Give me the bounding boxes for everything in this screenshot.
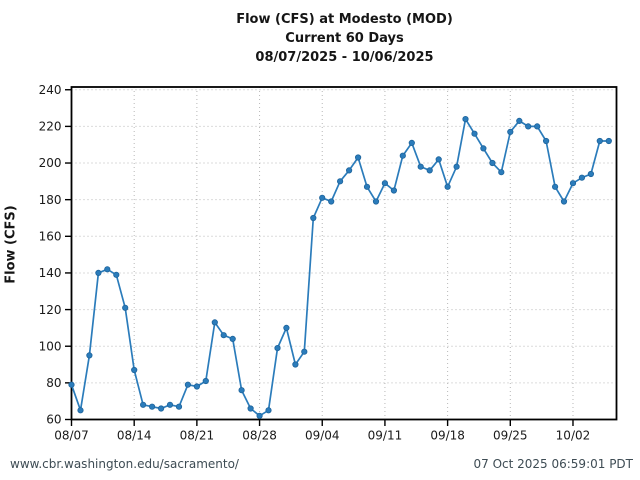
svg-text:09/25: 09/25 [493, 429, 528, 443]
data-point [480, 145, 487, 152]
data-point [569, 180, 577, 187]
data-point [551, 183, 559, 190]
data-point [345, 167, 353, 174]
data-point [534, 123, 541, 130]
data-point [265, 407, 272, 414]
data-point [229, 335, 236, 342]
data-point [274, 344, 281, 352]
data-point [363, 183, 371, 190]
data-point [542, 137, 550, 145]
data-point [435, 156, 442, 163]
data-point [560, 198, 568, 205]
data-point [292, 361, 299, 368]
svg-text:09/04: 09/04 [305, 429, 340, 443]
svg-text:240: 240 [39, 83, 62, 97]
data-point [149, 403, 156, 410]
svg-text:100: 100 [39, 339, 62, 353]
svg-text:08/07: 08/07 [54, 429, 89, 443]
svg-text:160: 160 [39, 230, 62, 244]
chart-subtitle: Current 60 Days [285, 31, 404, 46]
chart-date-range: 08/07/2025 - 10/06/2025 [255, 50, 434, 65]
data-point [86, 352, 93, 359]
x-tick-labels: 08/07 08/14 08/21 08/28 09/04 09/11 09/18 09/25… [54, 429, 590, 443]
svg-text:08/28: 08/28 [242, 429, 277, 443]
data-point [158, 405, 165, 412]
data-point [525, 123, 532, 130]
data-point [247, 405, 254, 412]
svg-text:08/14: 08/14 [117, 429, 152, 443]
footer-timestamp: 07 Oct 2025 06:59:01 PDT [473, 457, 633, 471]
grid-lines [71, 87, 617, 420]
y-tick-labels: 60 80 100 120 140 160 180 200 220 240 [39, 83, 62, 427]
data-point [426, 167, 433, 174]
flow-series-line [70, 118, 610, 417]
svg-text:220: 220 [39, 120, 62, 134]
svg-text:09/11: 09/11 [368, 429, 403, 443]
svg-text:60: 60 [46, 413, 61, 427]
data-point [193, 383, 200, 390]
footer-url: www.cbr.washington.edu/sacramento/ [10, 457, 239, 471]
plot-frame [70, 86, 618, 421]
data-point [354, 154, 362, 161]
data-point [113, 271, 120, 278]
data-point [310, 214, 317, 222]
data-point [328, 198, 335, 205]
data-point [336, 178, 344, 185]
data-point [372, 198, 380, 205]
data-point [417, 163, 424, 170]
data-point [516, 117, 523, 125]
data-point [122, 304, 129, 311]
data-point [319, 194, 326, 201]
data-point [498, 169, 505, 176]
data-point [283, 324, 290, 331]
flow-series-points [68, 116, 612, 419]
data-point [77, 407, 84, 414]
data-point [471, 130, 478, 137]
data-point [202, 377, 209, 385]
data-point [256, 412, 263, 419]
data-point [453, 163, 460, 170]
svg-text:09/18: 09/18 [430, 429, 465, 443]
data-point [166, 401, 174, 408]
data-point [68, 381, 75, 388]
data-point [381, 180, 388, 187]
data-point [175, 403, 183, 410]
axis-ticks [65, 89, 574, 426]
chart-title: Flow (CFS) at Modesto (MOD) [236, 12, 453, 27]
data-point [211, 319, 218, 326]
data-point [399, 152, 406, 159]
data-point [184, 381, 191, 388]
data-point [596, 137, 603, 145]
data-point [444, 183, 451, 190]
data-point [104, 266, 111, 273]
data-point [140, 401, 147, 408]
svg-text:200: 200 [39, 156, 62, 170]
data-point [95, 269, 102, 276]
data-point [587, 170, 595, 178]
svg-text:120: 120 [39, 303, 62, 317]
chart-title-block: Flow (CFS) at Modesto (MOD) Current 60 D… [72, 10, 617, 67]
data-point [408, 139, 415, 146]
svg-text:140: 140 [39, 266, 62, 280]
data-point [390, 187, 397, 194]
data-point [578, 174, 586, 181]
data-point [605, 137, 612, 145]
data-point [131, 366, 138, 374]
data-point [220, 332, 227, 339]
data-point [462, 116, 469, 123]
svg-text:10/02: 10/02 [556, 429, 591, 443]
svg-text:08/21: 08/21 [180, 429, 215, 443]
data-point [301, 348, 308, 355]
data-point [489, 159, 496, 167]
data-point [238, 387, 245, 394]
svg-text:180: 180 [39, 193, 62, 207]
data-point [507, 128, 514, 135]
svg-text:80: 80 [46, 376, 61, 390]
